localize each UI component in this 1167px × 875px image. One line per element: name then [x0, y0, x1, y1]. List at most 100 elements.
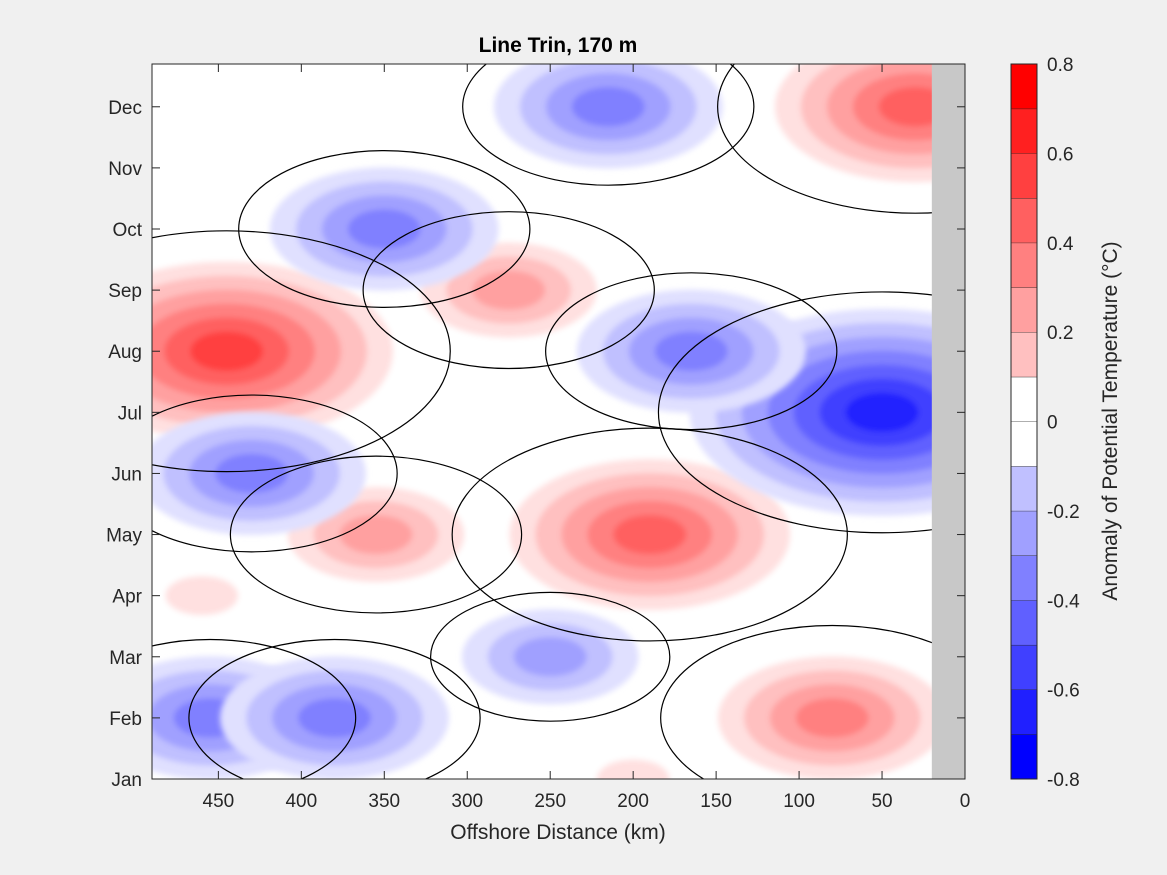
colorbar-label: Anomaly of Potential Temperature (°C)	[1099, 241, 1122, 600]
colorbar-band	[1011, 555, 1037, 601]
colorbar-band	[1011, 510, 1037, 556]
zero-contour-lines	[152, 64, 965, 779]
anomaly-blob-10	[269, 167, 499, 291]
colorbar-tick-label: -0.4	[1047, 591, 1080, 612]
y-tick-label: Feb	[109, 709, 142, 730]
zero-contour-4	[660, 624, 965, 779]
zero-contour-15	[430, 591, 671, 722]
anomaly-blob-7	[152, 562, 265, 630]
colorbar-band	[1011, 376, 1037, 422]
y-tick-label: Sep	[108, 281, 142, 302]
y-tick-label: Jul	[118, 403, 142, 424]
colorbar-tick-label: -0.6	[1047, 681, 1080, 702]
anomaly-level	[513, 637, 587, 677]
chart-title: Line Trin, 170 m	[479, 34, 638, 57]
x-tick-label: 450	[203, 791, 235, 812]
x-axis: 450 400 350 300 250 200 150 100 50 0	[203, 64, 971, 812]
x-tick-label: 400	[285, 791, 317, 812]
colorbar-frame	[1010, 63, 1038, 780]
anomaly-level	[472, 270, 546, 310]
plot-frame	[151, 63, 966, 780]
zero-contour-14	[188, 638, 481, 779]
anomaly-blob-8	[689, 308, 965, 516]
colorbar-band	[1011, 108, 1037, 154]
anomaly-blob-3	[483, 444, 817, 625]
anomaly-level	[339, 514, 413, 555]
anomaly-level	[596, 759, 670, 779]
anomaly-field	[152, 64, 965, 779]
anomaly-level	[215, 453, 288, 494]
y-tick-label: Jan	[111, 770, 142, 791]
colorbar-band	[1011, 421, 1037, 467]
x-axis-label: Offshore Distance (km)	[450, 821, 666, 844]
anomaly-level	[613, 514, 687, 555]
anomaly-level	[347, 209, 421, 249]
colorbar-tick-label: 0.6	[1047, 144, 1073, 165]
anomaly-blob-0	[152, 247, 420, 455]
colorbar-band	[1011, 689, 1037, 735]
zero-contour-12	[545, 272, 838, 431]
anomaly-blob-4	[691, 642, 965, 779]
zero-contour-13	[152, 638, 357, 779]
colorbar-band	[1011, 466, 1037, 511]
colorbar-tick-label: 0.8	[1047, 55, 1073, 76]
anomaly-level	[298, 698, 371, 738]
y-tick-label: Jun	[111, 464, 142, 485]
y-tick-label: Nov	[108, 159, 142, 180]
colorbar-tick-label: 0	[1047, 413, 1058, 434]
colorbar-band	[1011, 644, 1037, 690]
anomaly-blob-5	[748, 64, 965, 197]
colorbar-tick-label: 0.4	[1047, 234, 1074, 255]
anomaly-blob-14	[220, 656, 449, 779]
anomaly-level	[654, 331, 728, 371]
y-axis: Jan Feb Mar Apr May Jun Jul Aug Sep Oct Nov Dec	[106, 98, 965, 791]
anomaly-blob-9	[152, 411, 366, 536]
x-tick-label: 0	[960, 791, 971, 812]
colorbar-band	[1011, 332, 1037, 377]
colorbar-tick-label: -0.2	[1047, 502, 1080, 523]
zero-contour-11	[462, 64, 755, 186]
x-tick-label: 350	[368, 791, 400, 812]
y-tick-label: Dec	[108, 98, 142, 119]
y-tick-label: Apr	[112, 587, 142, 608]
colorbar-tick-label: 0.2	[1047, 323, 1073, 344]
x-tick-label: 250	[534, 791, 566, 812]
colorbar-band	[1011, 153, 1037, 199]
zero-contour-9	[152, 394, 398, 553]
anomaly-level	[571, 87, 645, 127]
land-mask	[931, 64, 965, 779]
zero-contour-3	[451, 427, 848, 642]
zero-contour-1	[362, 211, 655, 370]
zero-contour-5	[717, 64, 965, 214]
anomaly-blob-15	[461, 609, 639, 705]
anomaly-level	[165, 576, 239, 616]
y-tick-label: Mar	[109, 648, 142, 669]
colorbar-band	[1011, 287, 1037, 333]
zero-contour-0	[152, 230, 451, 473]
zero-contour-8	[657, 291, 965, 534]
anomaly-level	[190, 331, 264, 371]
y-tick-label: May	[106, 526, 142, 547]
x-tick-label: 100	[783, 791, 815, 812]
zero-contour-2	[229, 455, 523, 614]
anomaly-blob-11	[493, 64, 723, 169]
colorbar-band	[1011, 600, 1037, 645]
anomaly-blob-6	[570, 745, 696, 779]
x-tick-label: 50	[871, 791, 892, 812]
y-tick-label: Oct	[112, 220, 142, 241]
colorbar-tick-label: -0.8	[1047, 770, 1080, 791]
anomaly-level	[795, 698, 869, 738]
y-tick-label: Aug	[108, 342, 142, 363]
colorbar: -0.8 -0.6 -0.4 -0.2 0 0.2 0.4 0.6 0.8	[1010, 55, 1080, 791]
anomaly-blob-12	[576, 289, 806, 413]
colorbar-band	[1011, 734, 1037, 779]
x-tick-label: 200	[617, 791, 649, 812]
colorbar-band	[1011, 64, 1037, 109]
x-tick-label: 150	[700, 791, 732, 812]
colorbar-band	[1011, 242, 1037, 288]
colorbar-band	[1011, 198, 1037, 243]
x-tick-label: 300	[451, 791, 483, 812]
zero-contour-10	[238, 150, 531, 309]
anomaly-level	[845, 392, 919, 432]
